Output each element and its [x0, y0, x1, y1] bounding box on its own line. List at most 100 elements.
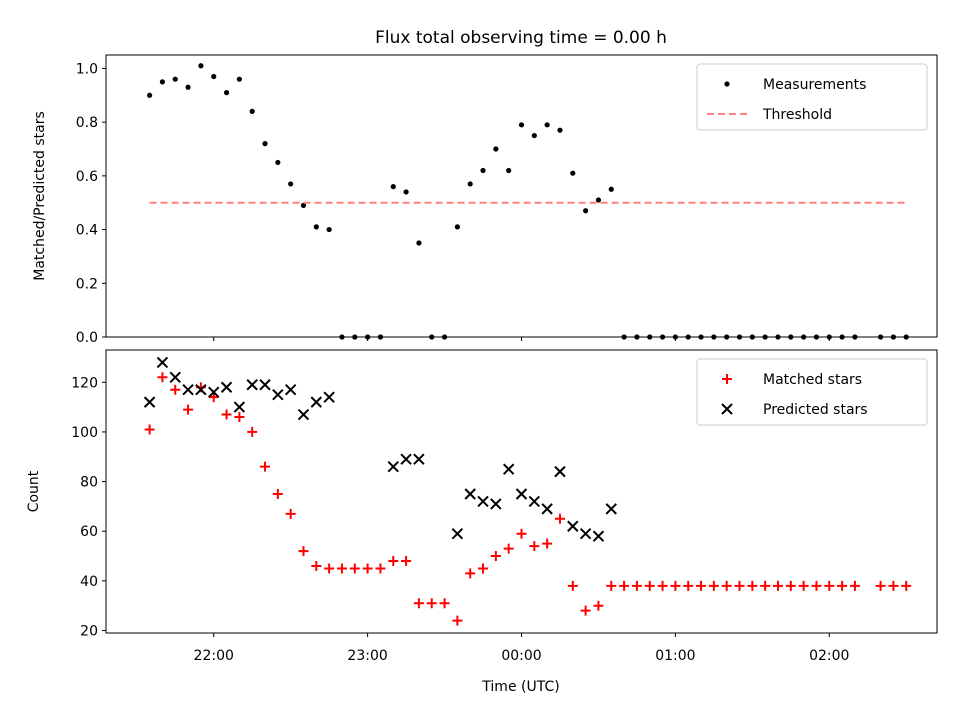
legend-label: Measurements: [763, 77, 866, 93]
measurement-point: [236, 76, 242, 82]
measurement-point: [531, 132, 537, 139]
y-tick-label: 0.2: [76, 276, 98, 292]
measurement-point: [647, 334, 653, 340]
matched-point: [606, 580, 617, 591]
measurement-point: [595, 197, 602, 203]
legend-label: Matched stars: [763, 372, 862, 388]
measurement-point: [544, 122, 550, 128]
matched-point: [272, 488, 283, 499]
matched-point: [260, 461, 271, 472]
matched-point: [503, 543, 514, 554]
count-panel: 20 40 60 80 100 120 Count 22:00 23:00 00:00 01:00 0…: [26, 349, 938, 664]
measurement-point: [698, 334, 704, 340]
predicted-point: [451, 527, 464, 540]
matched-point: [593, 600, 604, 611]
predicted-point: [143, 396, 156, 408]
measurement-point: [672, 334, 678, 340]
measurement-point: [621, 334, 627, 340]
measurement-point: [467, 181, 473, 187]
x-axis-label: Time (UTC): [481, 679, 559, 695]
matched-point: [183, 404, 194, 415]
matched-point: [490, 551, 501, 562]
measurement-point: [583, 208, 589, 214]
matched-point: [234, 412, 245, 423]
legend-box: [696, 358, 928, 426]
matched-point: [696, 580, 707, 591]
matched-point: [221, 409, 232, 420]
measurement-point: [839, 334, 845, 340]
measurement-point: [288, 181, 294, 187]
predicted-point: [413, 453, 425, 465]
matched-point: [208, 392, 219, 403]
predicted-point: [541, 503, 553, 515]
matched-point: [144, 424, 155, 435]
measurement-point: [262, 141, 268, 147]
measurement-point: [659, 334, 666, 340]
x-tick-label: 02:00: [809, 648, 849, 664]
measurement-point: [890, 334, 896, 340]
matched-point: [349, 563, 360, 574]
y-tick-label: 1.0: [76, 61, 98, 77]
measurement-point: [198, 63, 204, 69]
matched-point: [170, 384, 181, 395]
matched-point: [439, 598, 450, 609]
matched-point: [875, 580, 886, 591]
matched-point: [888, 580, 899, 591]
matched-point: [785, 580, 796, 591]
matched-point: [478, 563, 489, 574]
matched-point: [670, 580, 681, 591]
measurement-point: [634, 334, 640, 340]
measurement-point: [557, 127, 563, 133]
matched-point: [721, 580, 732, 591]
y-tick-label: 0.8: [76, 115, 98, 131]
measurement-point: [801, 334, 807, 340]
measurement-point: [172, 76, 178, 82]
matched-point: [426, 598, 437, 609]
measurement-point: [211, 73, 217, 80]
measurement-point: [749, 334, 755, 340]
measurement-point: [275, 159, 281, 166]
predicted-point: [490, 498, 502, 510]
measurement-point: [852, 334, 858, 340]
y-tick-label: 0.0: [76, 330, 98, 346]
ratio-panel: 0.0 0.2 0.4 0.6 0.8 1.0 Matched/Predicted star…: [32, 54, 938, 346]
x-tick-label: 00:00: [501, 648, 541, 664]
predicted-point: [515, 488, 528, 500]
matched-point: [554, 513, 565, 524]
predicted-point: [528, 495, 541, 508]
measurement-point: [185, 84, 191, 90]
measurement-point: [877, 334, 884, 340]
measurement-point: [441, 334, 448, 340]
matched-point: [644, 580, 655, 591]
matched-point: [542, 538, 553, 549]
matched-point: [619, 580, 630, 591]
measurement-point: [493, 146, 499, 152]
measurement-point: [826, 334, 832, 340]
y-tick-label: 0.4: [76, 223, 98, 239]
y-tick-label: 60: [80, 524, 98, 540]
matched-point: [247, 426, 258, 437]
predicted-point: [297, 408, 310, 421]
matched-point: [683, 580, 694, 591]
y-tick-label: 120: [71, 375, 98, 391]
measurement-point: [223, 90, 230, 96]
matched-point: [336, 563, 347, 574]
predicted-point: [477, 495, 489, 508]
matched-point: [567, 580, 578, 591]
measurement-point: [506, 167, 512, 174]
measurement-point: [711, 334, 717, 340]
y-axis-label: Matched/Predicted stars: [32, 111, 48, 281]
matched-point: [580, 605, 591, 616]
measurement-point: [390, 184, 396, 190]
measurement-point: [159, 79, 166, 85]
legend-label: Predicted stars: [763, 402, 868, 418]
predicted-point: [259, 379, 271, 391]
matched-point: [734, 580, 745, 591]
measurement-point: [736, 334, 743, 340]
matched-point: [401, 556, 412, 567]
x-tick-label: 22:00: [194, 648, 234, 664]
measurement-point: [775, 334, 781, 340]
predicted-point: [182, 384, 194, 396]
matched-point: [375, 563, 386, 574]
